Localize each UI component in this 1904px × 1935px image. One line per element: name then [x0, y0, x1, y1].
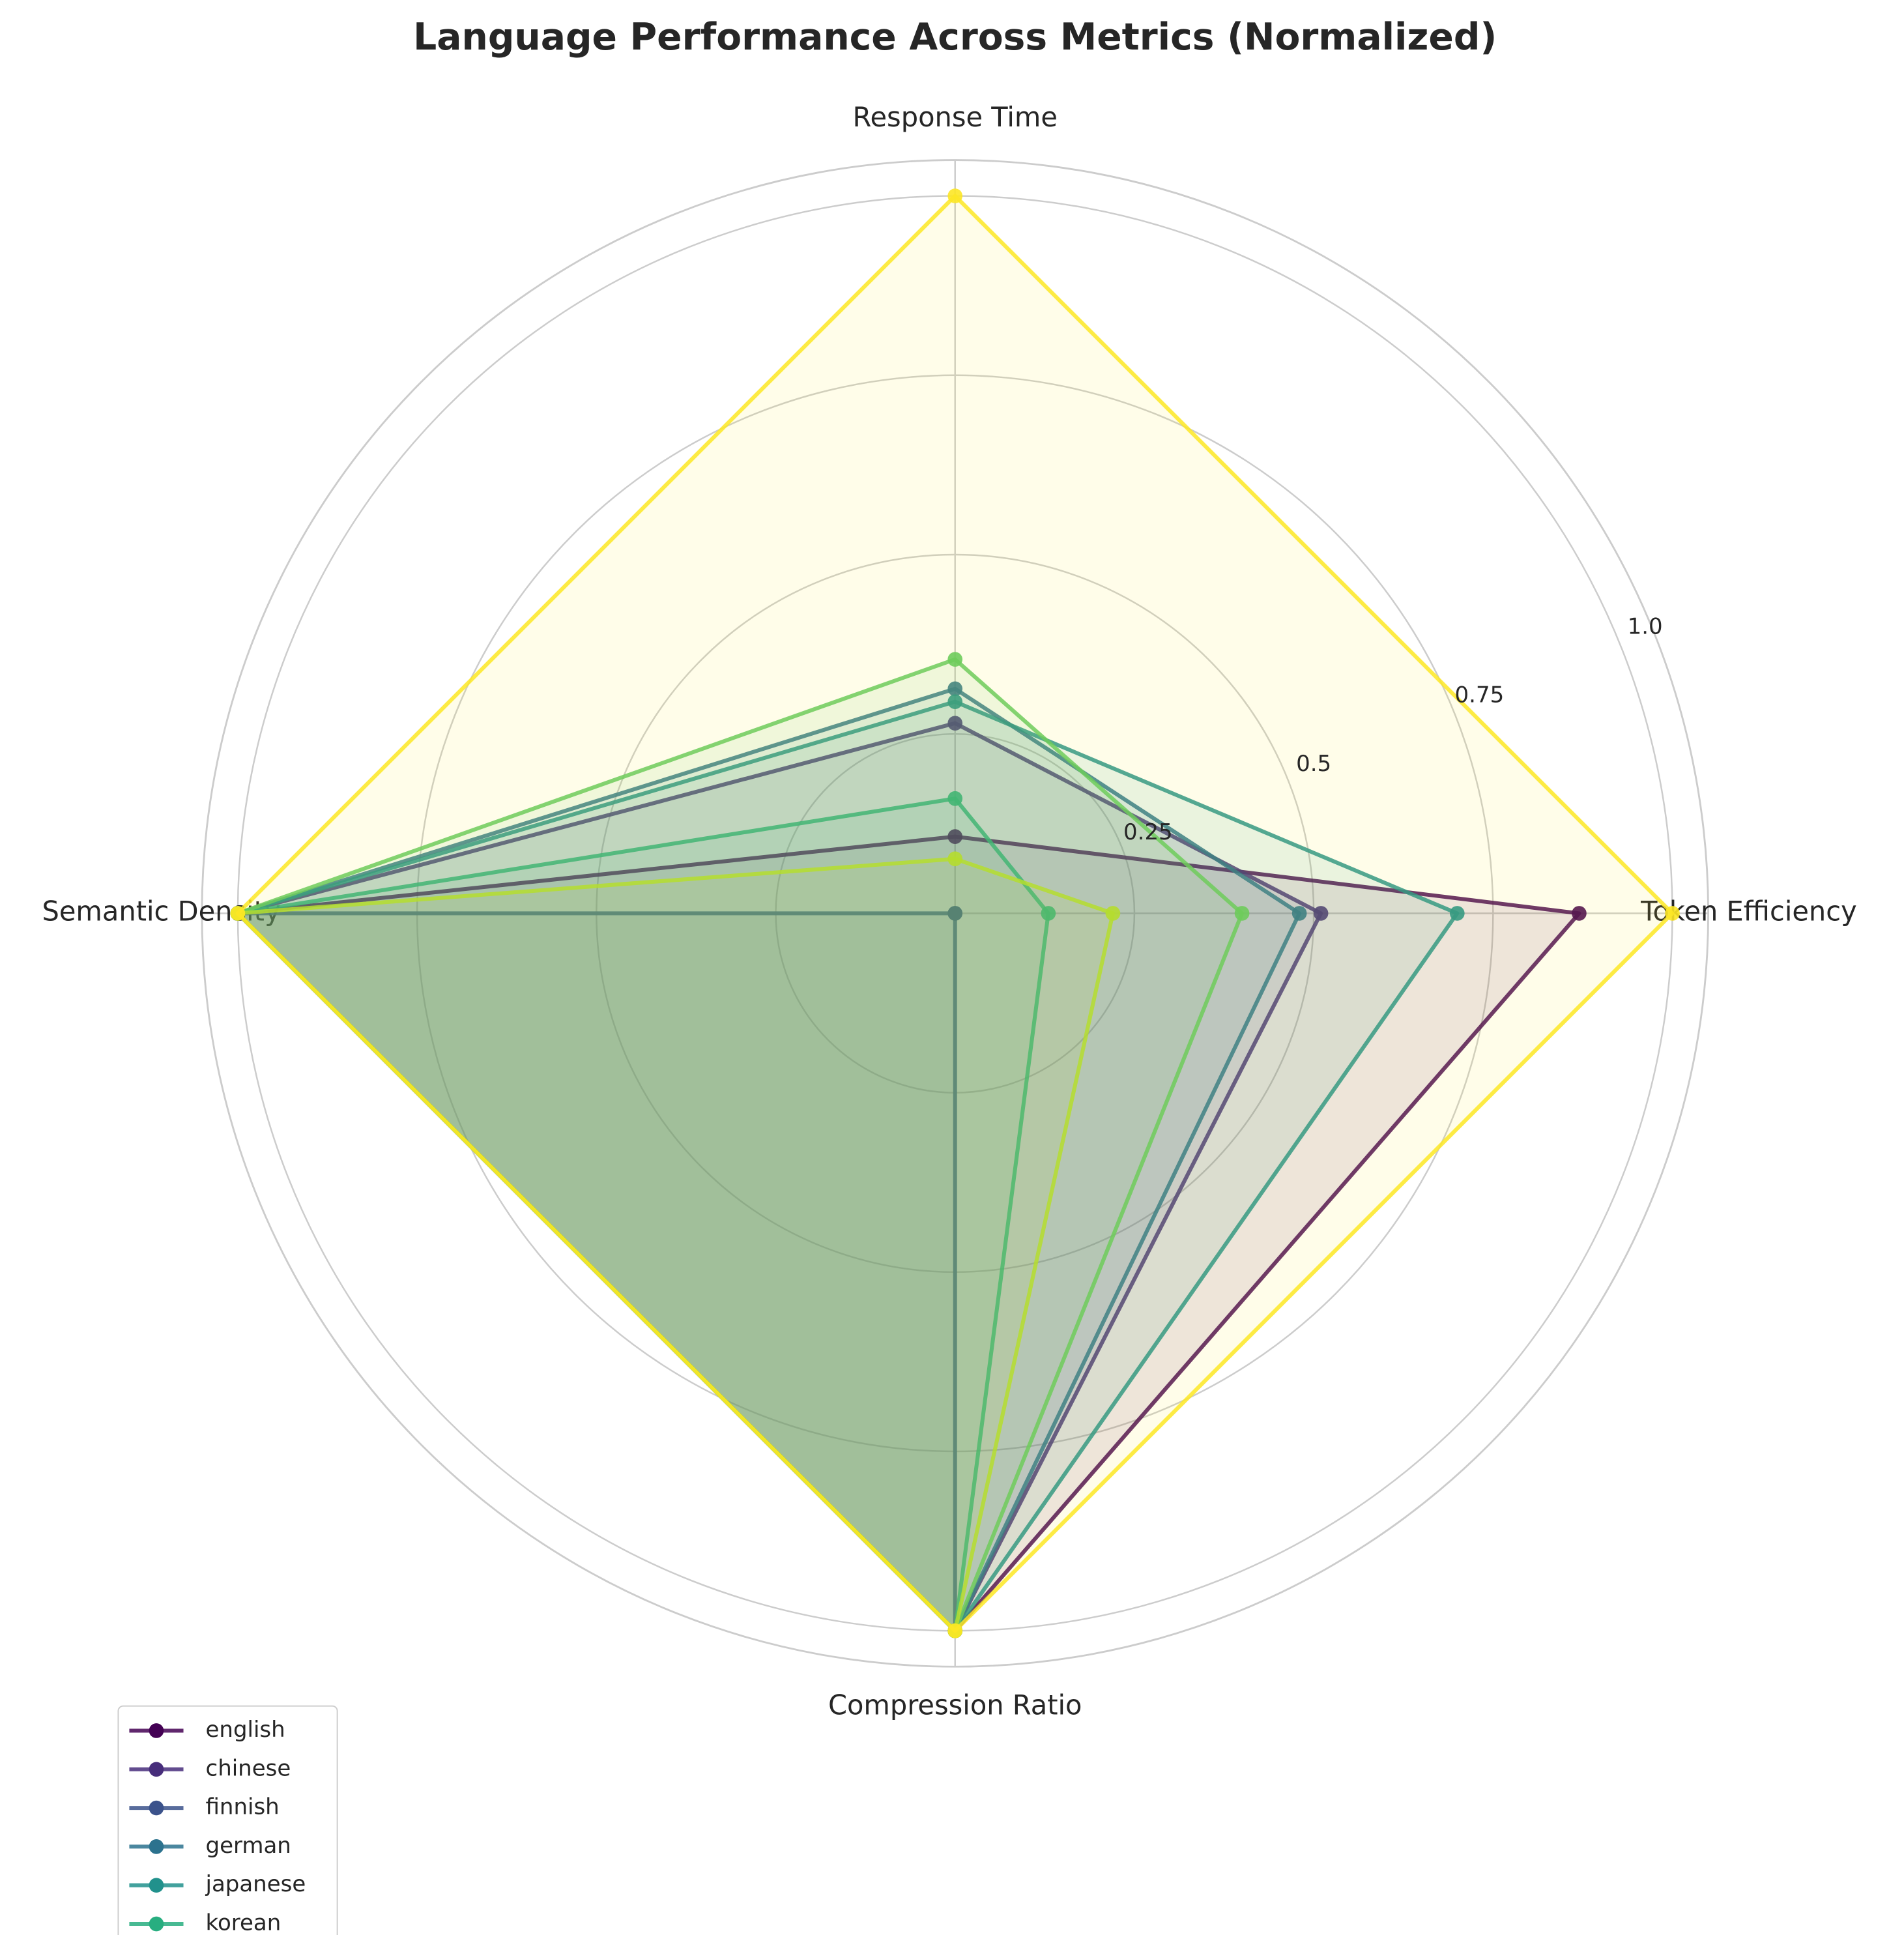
series-marker — [1449, 906, 1465, 921]
chart-title: Language Performance Across Metrics (Nor… — [413, 16, 1497, 59]
legend-marker — [149, 1878, 164, 1893]
series-marker — [947, 851, 963, 867]
legend-marker — [149, 1800, 164, 1816]
legend-marker — [149, 1916, 164, 1932]
legend-marker — [149, 1839, 164, 1854]
series-marker — [947, 652, 963, 667]
series-marker — [1041, 906, 1056, 921]
series-marker — [1665, 906, 1680, 921]
series-marker — [947, 1623, 963, 1638]
legend-label: japanese — [205, 1871, 306, 1897]
series-marker — [1572, 906, 1587, 921]
series-marker — [947, 829, 963, 844]
series-marker — [947, 188, 963, 203]
legend-marker — [149, 1723, 164, 1738]
series-marker — [947, 791, 963, 806]
legend-label: korean — [206, 1910, 281, 1935]
series-marker — [947, 681, 963, 697]
series-marker — [1291, 906, 1307, 921]
series-marker — [947, 906, 963, 921]
legend-label: english — [206, 1717, 285, 1743]
legend-box — [117, 1705, 338, 1935]
r-tick-label: 0.25 — [1123, 819, 1173, 845]
series-marker — [230, 906, 246, 921]
r-tick-label: 0.75 — [1455, 682, 1505, 708]
series-marker — [1234, 906, 1250, 921]
series-marker — [1105, 906, 1121, 921]
r-tick-label: 1.0 — [1628, 613, 1663, 639]
legend-marker — [149, 1762, 164, 1777]
outer-ring — [201, 159, 1710, 1668]
series-marker — [947, 694, 963, 709]
legend-label: finnish — [206, 1794, 280, 1820]
axis-label: Compression Ratio — [828, 1689, 1082, 1721]
series-marker — [947, 716, 963, 731]
legend-label: german — [206, 1833, 291, 1859]
legend-label: chinese — [206, 1755, 291, 1781]
series-marker — [1313, 906, 1329, 921]
series-area — [235, 194, 1675, 1633]
axis-label: Response Time — [853, 101, 1058, 133]
r-tick-label: 0.5 — [1296, 751, 1331, 777]
